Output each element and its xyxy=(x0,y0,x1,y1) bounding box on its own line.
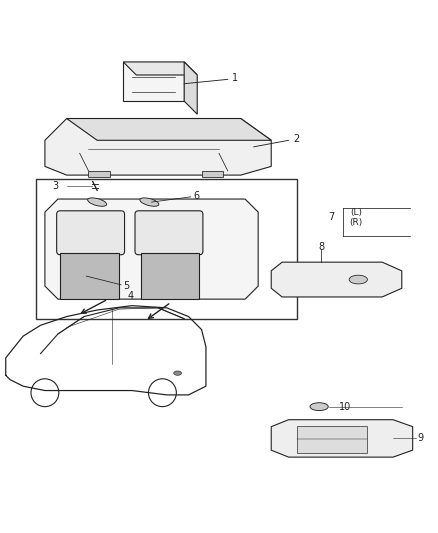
FancyBboxPatch shape xyxy=(57,211,124,255)
Ellipse shape xyxy=(140,198,159,206)
Bar xyxy=(297,426,367,453)
Text: 4: 4 xyxy=(127,290,134,301)
Ellipse shape xyxy=(349,275,367,284)
Polygon shape xyxy=(123,62,184,101)
Text: 8: 8 xyxy=(318,242,325,252)
Polygon shape xyxy=(141,254,199,299)
Polygon shape xyxy=(123,62,197,75)
Text: 10: 10 xyxy=(339,402,351,411)
Text: (R): (R) xyxy=(350,219,363,228)
Text: 7: 7 xyxy=(328,212,334,222)
Text: 1: 1 xyxy=(232,74,238,84)
Polygon shape xyxy=(67,118,271,140)
Polygon shape xyxy=(60,254,119,299)
Text: 2: 2 xyxy=(293,134,299,144)
Polygon shape xyxy=(184,62,197,114)
Text: 6: 6 xyxy=(193,191,199,200)
Text: 3: 3 xyxy=(52,181,58,191)
Ellipse shape xyxy=(174,371,182,375)
Ellipse shape xyxy=(88,198,106,206)
Text: 9: 9 xyxy=(417,433,423,443)
Ellipse shape xyxy=(310,403,328,410)
Bar xyxy=(88,171,110,177)
Polygon shape xyxy=(45,118,271,175)
Polygon shape xyxy=(45,199,258,299)
Text: 5: 5 xyxy=(123,281,130,291)
Bar xyxy=(36,180,297,319)
Bar xyxy=(201,171,223,177)
Polygon shape xyxy=(271,419,413,457)
FancyBboxPatch shape xyxy=(135,211,203,255)
Text: (L): (L) xyxy=(350,207,362,216)
Polygon shape xyxy=(271,262,402,297)
